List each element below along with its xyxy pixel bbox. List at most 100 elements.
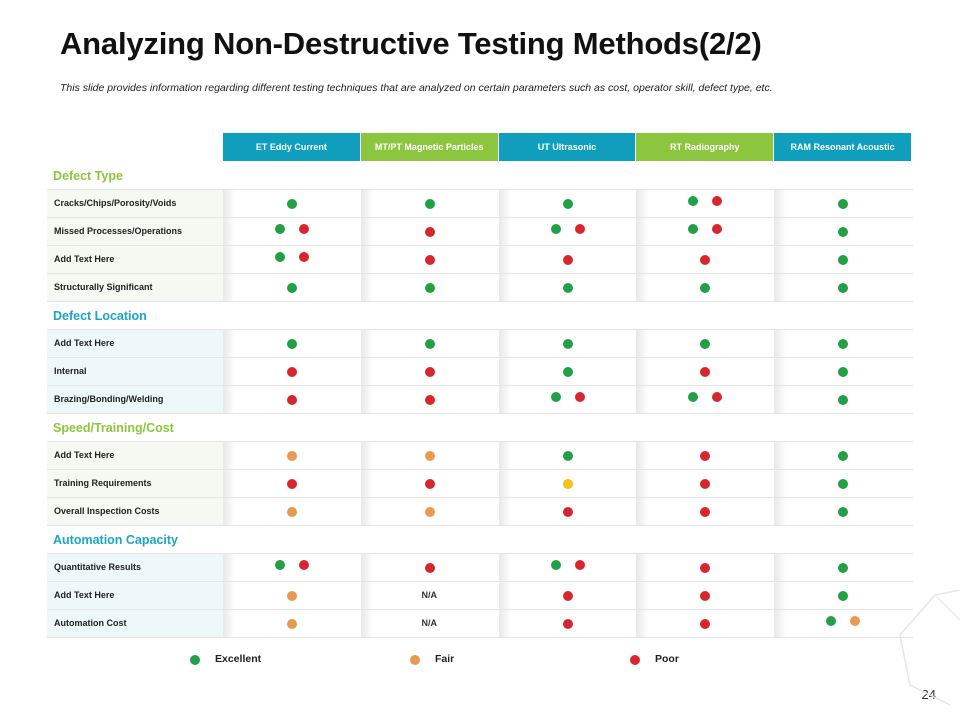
cell-divider-shadow [498,442,511,469]
table-row: Add Text Here [47,330,913,358]
cell-divider-shadow [774,442,787,469]
row-label: Structurally Significant [47,274,223,301]
cell-divider-shadow [636,442,649,469]
cell-divider-shadow [360,470,373,497]
cell-divider-shadow [360,246,373,273]
row-label: Add Text Here [47,330,223,357]
rating-dot-excellent [424,283,435,293]
cell-divider-shadow [636,218,649,245]
row-label: Quantitative Results [47,554,223,581]
rating-dot-poor [712,196,723,206]
rating-dot-poor [424,255,435,265]
column-header-1: ET Eddy Current [223,133,360,161]
rating-dot-poor [574,224,585,234]
legend-dot-poor [630,655,640,665]
column-header-4: RT Radiography [636,133,774,161]
rating-dot-excellent [688,392,699,402]
cell-divider-shadow [774,582,787,609]
rating-dot-excellent [562,367,573,377]
cell-divider-shadow [774,274,787,301]
cell-divider-shadow [636,274,649,301]
cell-divider-shadow [360,330,373,357]
rating-dot-poor [700,479,711,489]
not-applicable-text: N/A [421,590,438,600]
row-label: Automation Cost [47,610,223,637]
rating-dot-fair [424,451,435,461]
rating-dot-poor [700,591,711,601]
cell-divider-shadow [774,190,787,217]
cell-divider-shadow [636,498,649,525]
cell-divider-shadow [223,218,235,245]
rating-dot-poor [286,395,297,405]
column-header-2: MT/PT Magnetic Particles [360,133,498,161]
rating-dot-poor [700,563,711,573]
cell-divider-shadow [223,470,235,497]
rating-dot-excellent [838,451,849,461]
cell-divider-shadow [774,330,787,357]
legend-dot-fair [410,655,420,665]
cell-divider-shadow [636,330,649,357]
cell-divider-shadow [360,554,373,581]
legend-label: Poor [655,653,679,665]
cell-divider-shadow [636,358,649,385]
rating-dot-excellent [424,339,435,349]
page-subtitle: This slide provides information regardin… [60,82,773,94]
cell-divider-shadow [223,610,235,637]
cell-divider-shadow [223,442,235,469]
rating-dot-poor [286,367,297,377]
cell-divider-shadow [223,246,235,273]
rating-dot-poor [562,255,573,265]
cell-divider-shadow [636,246,649,273]
rating-dot-excellent [838,507,849,517]
cell-divider-shadow [223,582,235,609]
legend-label: Fair [435,653,455,665]
cell-divider-shadow [636,386,649,413]
cell-divider-shadow [636,610,649,637]
rating-dot-excellent [838,255,849,265]
table-row: Add Text Here [47,442,913,470]
section-heading: Automation Capacity [47,526,913,554]
row-label: Missed Processes/Operations [47,218,223,245]
table-row: Brazing/Bonding/Welding [47,386,913,414]
rating-dot-fair [286,591,297,601]
rating-dot-excellent [838,479,849,489]
rating-dot-excellent [838,339,849,349]
cell-divider-shadow [498,610,511,637]
cell-divider-shadow [360,610,373,637]
cell-divider-shadow [498,218,511,245]
table-row: Training Requirements [47,470,913,498]
cell-divider-shadow [360,386,373,413]
cell-divider-shadow [498,190,511,217]
rating-dot-excellent [838,283,849,293]
rating-dot-excellent [688,224,699,234]
table-row: Add Text Here N/A [47,582,913,610]
row-label: Training Requirements [47,470,223,497]
rating-dot-poor [424,563,435,573]
table-row: Missed Processes/Operations [47,218,913,246]
rating-dot-fair [424,507,435,517]
decorative-hexagon-outline [899,590,960,706]
cell-divider-shadow [498,274,511,301]
rating-dot-poor [574,392,585,402]
rating-dot-poor [298,252,309,262]
rating-dot-excellent [286,199,297,209]
legend-dot-excellent [190,655,200,665]
rating-dot-poor [712,392,723,402]
cell-divider-shadow [498,330,511,357]
page-title: Analyzing Non-Destructive Testing Method… [60,26,762,61]
rating-dot-excellent [562,199,573,209]
cell-divider-shadow [223,386,235,413]
table-row: Overall Inspection Costs [47,498,913,526]
rating-dot-poor [700,367,711,377]
rating-dot-poor [424,367,435,377]
row-label: Brazing/Bonding/Welding [47,386,223,413]
rating-dot-excellent [424,199,435,209]
rating-dot-excellent [688,196,699,206]
cell-divider-shadow [360,358,373,385]
section-heading: Speed/Training/Cost [47,414,913,442]
cell-divider-shadow [498,582,511,609]
rating-dot-excellent [274,560,285,570]
row-label: Internal [47,358,223,385]
table-row: Internal [47,358,913,386]
rating-dot-poor [424,395,435,405]
